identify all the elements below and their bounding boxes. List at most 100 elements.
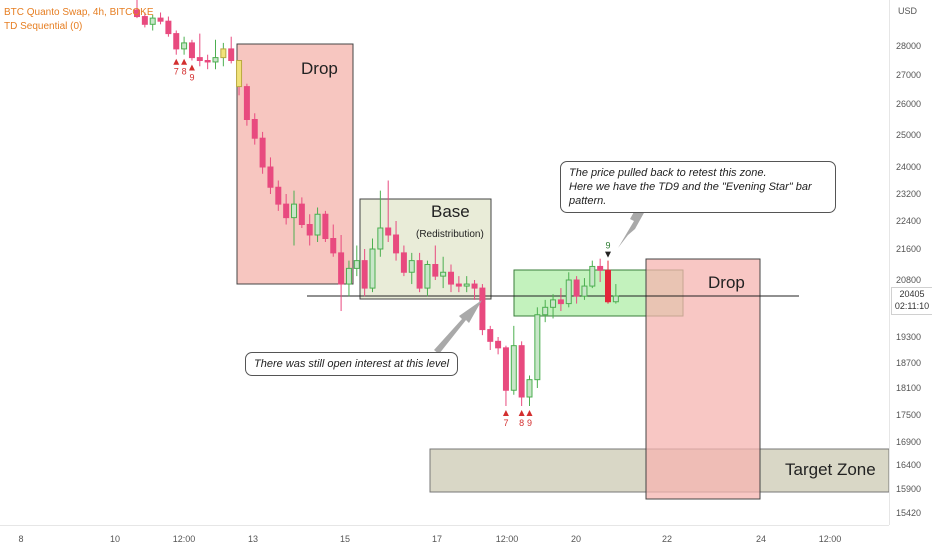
candle — [550, 294, 557, 319]
td-marker — [605, 251, 611, 258]
candle-body — [345, 267, 352, 285]
candle — [502, 345, 509, 406]
candle-body — [220, 48, 227, 59]
candle — [573, 276, 580, 304]
x-tick-label: 17 — [432, 534, 442, 544]
retest-callout: The price pulled back to retest this zon… — [560, 161, 836, 213]
candle-body — [157, 17, 164, 22]
candle — [322, 210, 329, 242]
candle-body — [283, 203, 290, 219]
candle — [338, 235, 345, 312]
candle-body — [204, 60, 211, 63]
x-tick-label: 15 — [340, 534, 350, 544]
td-count: 8 — [182, 67, 187, 77]
candle — [345, 260, 352, 297]
candle — [416, 252, 423, 293]
candle — [165, 16, 172, 37]
y-tick-label: 15420 — [896, 508, 921, 518]
candle-body — [291, 203, 297, 219]
candle — [204, 54, 211, 70]
candle — [400, 245, 407, 277]
candle-body — [455, 283, 462, 287]
time-axis[interactable] — [0, 525, 889, 551]
candle-body — [338, 252, 345, 285]
candle-body — [487, 329, 494, 342]
y-tick-label: 26000 — [896, 99, 921, 109]
candle — [173, 30, 180, 55]
candle-body — [597, 265, 604, 271]
candle-body — [228, 48, 235, 62]
y-tick-label: 21600 — [896, 244, 921, 254]
candle — [306, 214, 313, 246]
candle-body — [243, 86, 250, 120]
td-sequential-label: 9 — [188, 64, 195, 83]
candle — [157, 12, 164, 25]
candle-body — [149, 17, 156, 25]
candle-body — [196, 57, 203, 61]
chart-header: BTC Quanto Swap, 4h, BITCOKE TD Sequenti… — [4, 6, 154, 34]
candle — [432, 245, 439, 280]
candle — [267, 157, 274, 194]
candle-body — [306, 224, 313, 236]
td-count: 9 — [605, 241, 610, 251]
symbol-title: BTC Quanto Swap, 4h, BITCOKE — [4, 7, 154, 18]
candle — [361, 249, 368, 297]
candle-body — [573, 279, 580, 297]
candle — [557, 288, 564, 312]
candle — [141, 12, 148, 28]
price-unit: USD — [898, 6, 918, 16]
candle-body — [165, 20, 172, 35]
candle — [259, 131, 266, 174]
candle — [424, 260, 431, 297]
candle-body — [385, 227, 392, 236]
candle — [581, 278, 588, 300]
candle-body — [275, 186, 282, 205]
candle-body — [526, 379, 533, 398]
candle-body — [510, 345, 517, 391]
candle — [236, 60, 243, 96]
price-axis[interactable]: USD — [889, 0, 932, 525]
candle — [487, 325, 494, 350]
candle-body — [314, 213, 321, 236]
td-marker — [518, 410, 525, 416]
y-tick-label: 27000 — [896, 70, 921, 80]
candle — [448, 264, 454, 293]
td-count: 9 — [189, 73, 194, 83]
x-tick-label: 10 — [110, 534, 120, 544]
td-sequential-label: 7 — [173, 58, 180, 77]
x-tick-label: 12:00 — [173, 534, 196, 544]
candle — [275, 180, 282, 211]
x-tick-label: 13 — [248, 534, 258, 544]
bar-countdown: 02:11:10 — [894, 301, 930, 311]
y-tick-label: 16400 — [896, 460, 921, 470]
candle-body — [605, 269, 611, 303]
candle-body — [322, 213, 329, 239]
target-zone-label: Target Zone — [785, 460, 876, 479]
candle — [283, 194, 290, 225]
y-tick-label: 22400 — [896, 216, 921, 226]
td-marker — [173, 58, 180, 65]
candle — [353, 245, 360, 277]
candle — [534, 307, 541, 388]
y-tick-label: 15900 — [896, 484, 921, 494]
candle-body — [534, 314, 541, 381]
candle-body — [424, 264, 431, 289]
x-tick-label: 8 — [18, 534, 23, 544]
candle-body — [440, 271, 447, 277]
candle-body — [393, 234, 400, 254]
y-tick-label: 19300 — [896, 332, 921, 342]
candle-body — [550, 299, 557, 308]
candle — [495, 337, 502, 355]
x-tick-label: 12:00 — [819, 534, 842, 544]
candle — [314, 207, 321, 242]
candle-body — [236, 60, 243, 88]
candle — [471, 280, 478, 300]
retest-callout-line1: The price pulled back to retest this zon… — [569, 167, 767, 179]
td-marker — [181, 58, 188, 65]
candle — [181, 36, 188, 55]
y-tick-label: 17500 — [896, 410, 921, 420]
candle-body — [589, 265, 596, 287]
retest-callout-line2: Here we have the TD9 and the "Evening St… — [569, 181, 812, 207]
